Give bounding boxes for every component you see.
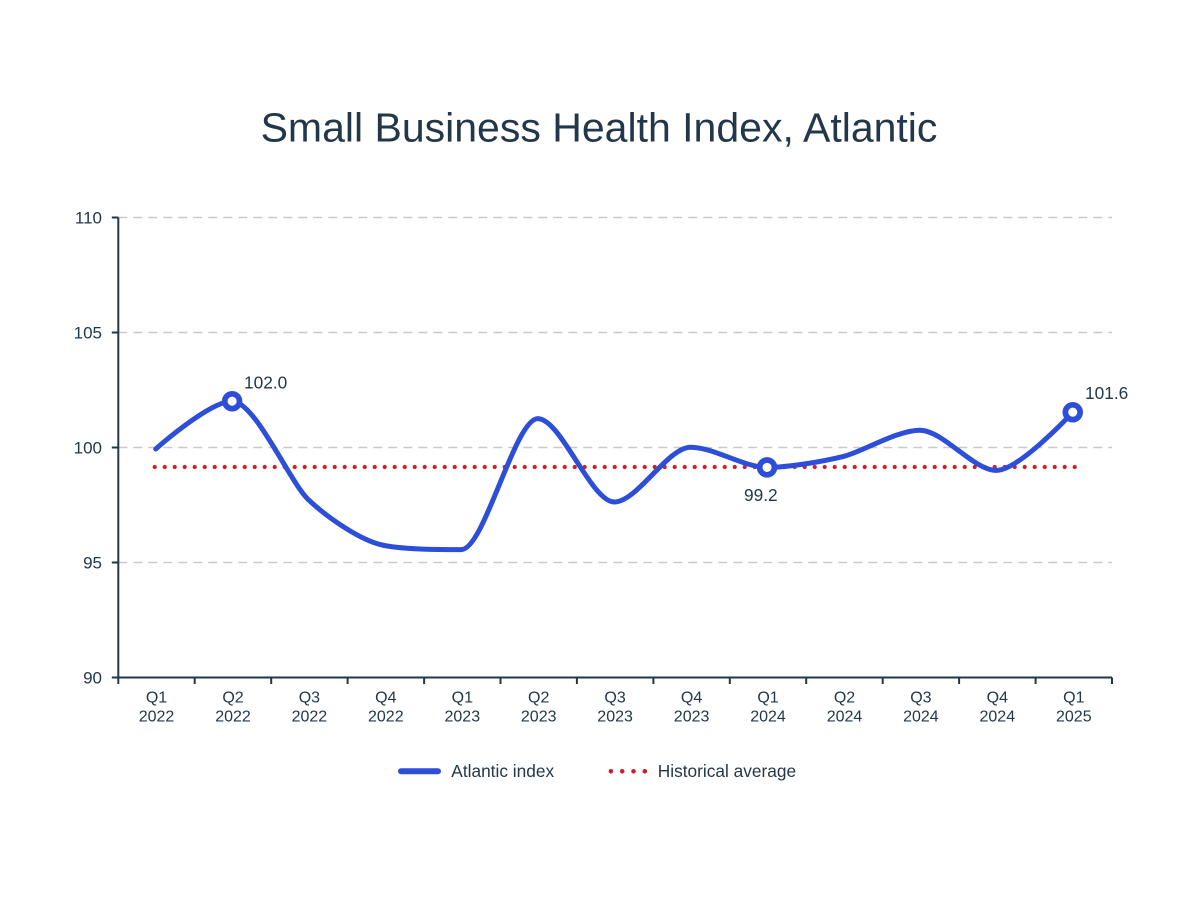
svg-text:Q4: Q4 — [375, 690, 396, 707]
svg-text:90: 90 — [83, 669, 102, 688]
svg-text:102.0: 102.0 — [244, 373, 287, 393]
svg-text:101.6: 101.6 — [1085, 383, 1128, 403]
svg-text:2023: 2023 — [674, 709, 710, 726]
svg-text:Atlantic index: Atlantic index — [451, 761, 554, 781]
svg-text:100: 100 — [74, 439, 102, 458]
svg-text:99.2: 99.2 — [744, 485, 778, 505]
svg-text:Q2: Q2 — [528, 690, 549, 707]
svg-text:2022: 2022 — [368, 709, 404, 726]
svg-text:110: 110 — [75, 209, 102, 228]
svg-text:2022: 2022 — [139, 709, 175, 726]
svg-text:2025: 2025 — [1056, 709, 1092, 726]
svg-text:Q4: Q4 — [987, 690, 1008, 707]
svg-text:2023: 2023 — [597, 709, 633, 726]
svg-text:Q3: Q3 — [299, 690, 320, 707]
svg-text:Q1: Q1 — [146, 690, 167, 707]
svg-text:2024: 2024 — [980, 709, 1016, 726]
svg-text:2024: 2024 — [750, 709, 786, 726]
svg-text:2023: 2023 — [445, 709, 481, 726]
svg-text:Q2: Q2 — [834, 690, 855, 707]
svg-text:95: 95 — [83, 554, 102, 573]
svg-text:Q1: Q1 — [1063, 690, 1084, 707]
svg-text:105: 105 — [74, 324, 102, 343]
svg-text:2024: 2024 — [827, 709, 863, 726]
svg-text:Small Business Health Index, A: Small Business Health Index, Atlantic — [261, 105, 938, 151]
svg-text:2022: 2022 — [292, 709, 328, 726]
svg-text:Q3: Q3 — [604, 690, 625, 707]
svg-text:Q3: Q3 — [910, 690, 931, 707]
svg-text:2022: 2022 — [215, 709, 251, 726]
svg-text:Q1: Q1 — [757, 690, 778, 707]
svg-text:2024: 2024 — [903, 709, 939, 726]
svg-text:Q4: Q4 — [681, 690, 702, 707]
svg-text:Q2: Q2 — [222, 690, 243, 707]
svg-text:Q1: Q1 — [452, 690, 473, 707]
svg-text:2023: 2023 — [521, 709, 557, 726]
svg-text:Historical average: Historical average — [658, 761, 796, 781]
